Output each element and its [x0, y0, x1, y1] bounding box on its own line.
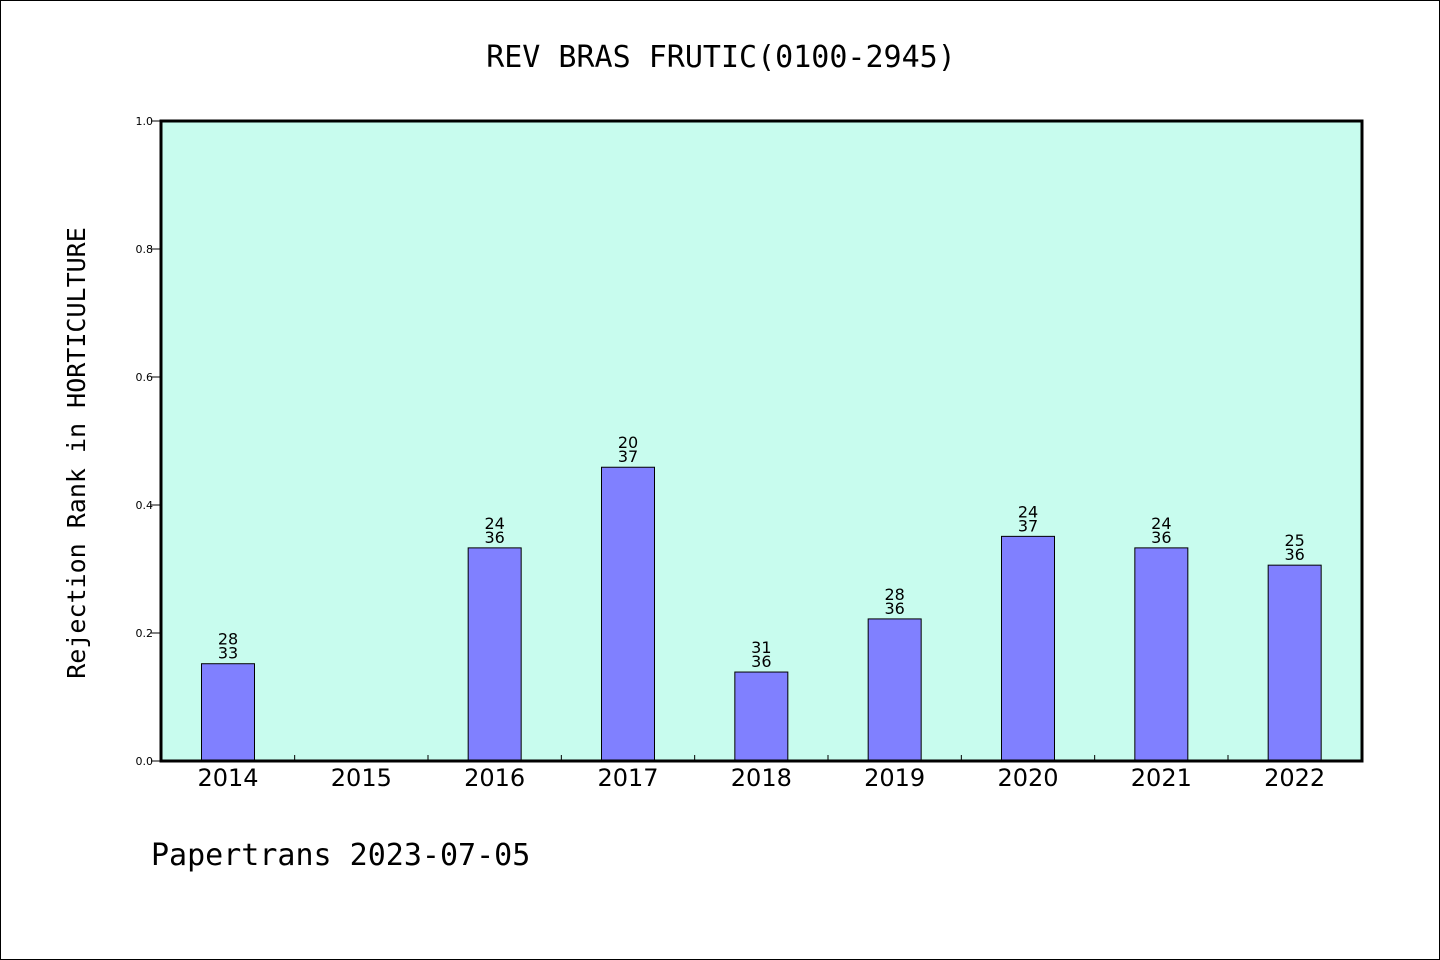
- footer-text: Papertrans 2023-07-05: [151, 838, 530, 873]
- bar-label-bottom: 36: [484, 528, 504, 547]
- bar-label-top: 25: [1284, 531, 1304, 550]
- plot-frame: [159, 119, 1364, 763]
- bar-label-bottom: 33: [218, 644, 238, 663]
- bar-label-bottom: 36: [884, 599, 904, 618]
- x-tick-label: 2016: [464, 764, 525, 792]
- x-tick-label: 2022: [1264, 764, 1325, 792]
- y-tick-label: 0.4: [136, 499, 154, 512]
- y-axis-label: Rejection Rank in HORTICULTURE: [62, 227, 91, 679]
- bar-label-top: 31: [751, 638, 771, 657]
- bar-label-bottom: 36: [751, 652, 771, 671]
- chart-title: REV BRAS FRUTIC(0100-2945): [486, 40, 956, 75]
- y-axis-ticks: 0.0 0.2 0.4 0.6 0.8 1.0: [136, 115, 161, 768]
- y-tick-label: 0.2: [136, 627, 154, 640]
- bar: [1001, 535, 1055, 762]
- bar: [1134, 547, 1189, 762]
- x-tick-label: 2021: [1131, 764, 1192, 792]
- bar-label-top: 28: [884, 585, 904, 604]
- bar-label-top: 28: [218, 630, 238, 649]
- bar-label-top: 24: [484, 514, 504, 533]
- bar: [467, 547, 522, 762]
- bar-label-bottom: 36: [1284, 545, 1304, 564]
- x-tick-label: 2019: [864, 764, 925, 792]
- x-tick-label: 2017: [597, 764, 658, 792]
- y-tick-label: 0.6: [136, 371, 154, 384]
- bar-label-bottom: 36: [1151, 528, 1171, 547]
- y-tick-label: 1.0: [136, 115, 154, 128]
- bar: [201, 663, 255, 762]
- bar: [734, 671, 789, 762]
- bar-label-top: 20: [618, 433, 638, 452]
- x-tick-label: 2018: [731, 764, 792, 792]
- bar-label-bottom: 37: [1018, 516, 1038, 535]
- bar: [1267, 564, 1322, 762]
- x-tick-label: 2014: [197, 764, 258, 792]
- bar: [867, 618, 922, 762]
- bar-label-top: 24: [1018, 502, 1038, 521]
- x-tick-label: 2015: [331, 764, 392, 792]
- y-tick-label: 0.0: [136, 755, 154, 768]
- bar-label-top: 24: [1151, 514, 1171, 533]
- x-tick-label: 2020: [997, 764, 1058, 792]
- bar: [601, 466, 655, 762]
- x-axis-ticks: 2014 2015 2016 2017 2018 2019 2020 2021 2022: [197, 755, 1325, 792]
- y-tick-label: 0.8: [136, 243, 154, 256]
- bar-label-bottom: 37: [618, 447, 638, 466]
